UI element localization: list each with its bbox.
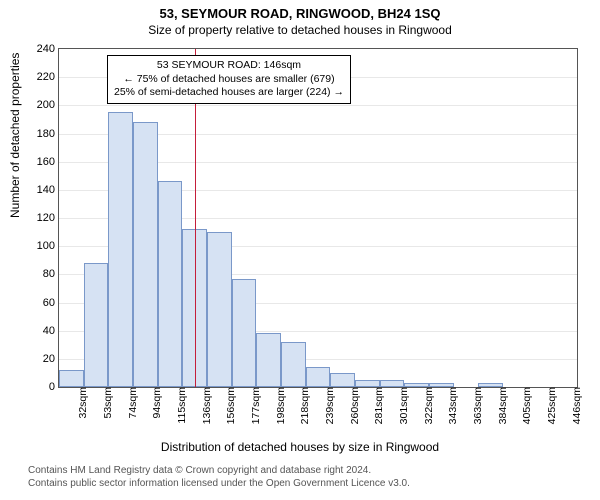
x-tick-label: 363sqm [470,387,484,424]
credits-line-2: Contains public sector information licen… [28,477,410,490]
annotation-box: 53 SEYMOUR ROAD: 146sqm ← 75% of detache… [107,55,351,104]
x-tick-label: 53sqm [100,387,114,419]
histogram-bar [330,373,355,387]
chart-title: 53, SEYMOUR ROAD, RINGWOOD, BH24 1SQ [0,0,600,21]
annotation-line-1: 53 SEYMOUR ROAD: 146sqm [114,59,344,73]
x-tick-label: 198sqm [273,387,287,424]
y-tick-label: 20 [25,353,59,365]
x-axis-label: Distribution of detached houses by size … [0,440,600,454]
y-tick-label: 180 [25,128,59,140]
credits: Contains HM Land Registry data © Crown c… [28,464,410,490]
credits-line-1: Contains HM Land Registry data © Crown c… [28,464,410,477]
x-tick-label: 405sqm [519,387,533,424]
x-tick-label: 260sqm [347,387,361,424]
y-axis-label: Number of detached properties [8,53,22,218]
annotation-line-3: 25% of semi-detached houses are larger (… [114,86,344,100]
histogram-bar [355,380,380,387]
y-tick-label: 0 [25,381,59,393]
x-tick-label: 446sqm [569,387,583,424]
x-tick-label: 74sqm [125,387,139,419]
y-tick-label: 120 [25,212,59,224]
x-tick-label: 384sqm [495,387,509,424]
x-tick-label: 115sqm [174,387,188,424]
x-tick-label: 322sqm [421,387,435,424]
x-tick-label: 177sqm [248,387,262,424]
histogram-bar [158,181,183,387]
x-tick-label: 136sqm [199,387,213,424]
histogram-bar [281,342,306,387]
y-tick-label: 200 [25,99,59,111]
x-tick-label: 218sqm [297,387,311,424]
histogram-bar [380,380,405,387]
x-tick-label: 239sqm [322,387,336,424]
y-tick-label: 140 [25,184,59,196]
histogram-bar [108,112,133,387]
chart-subtitle: Size of property relative to detached ho… [0,21,600,37]
histogram-bar [59,370,84,387]
x-tick-label: 301sqm [396,387,410,424]
x-tick-label: 425sqm [544,387,558,424]
gridline [59,105,577,106]
x-tick-label: 94sqm [149,387,163,419]
x-tick-label: 32sqm [75,387,89,419]
histogram-bar [133,122,158,387]
histogram-bar [306,367,331,387]
histogram-bar [84,263,109,387]
x-tick-label: 281sqm [371,387,385,424]
y-tick-label: 100 [25,240,59,252]
y-tick-label: 60 [25,297,59,309]
annotation-line-2: ← 75% of detached houses are smaller (67… [114,73,344,87]
x-tick-label: 343sqm [445,387,459,424]
histogram-bar [207,232,232,387]
chart-container: 53, SEYMOUR ROAD, RINGWOOD, BH24 1SQ Siz… [0,0,600,500]
y-tick-label: 160 [25,156,59,168]
x-tick-label: 156sqm [223,387,237,424]
histogram-bar [256,333,281,387]
y-tick-label: 220 [25,71,59,83]
y-tick-label: 240 [25,43,59,55]
y-tick-label: 40 [25,325,59,337]
y-tick-label: 80 [25,268,59,280]
plot-area: 02040608010012014016018020022024032sqm53… [58,48,578,388]
histogram-bar [232,279,257,387]
